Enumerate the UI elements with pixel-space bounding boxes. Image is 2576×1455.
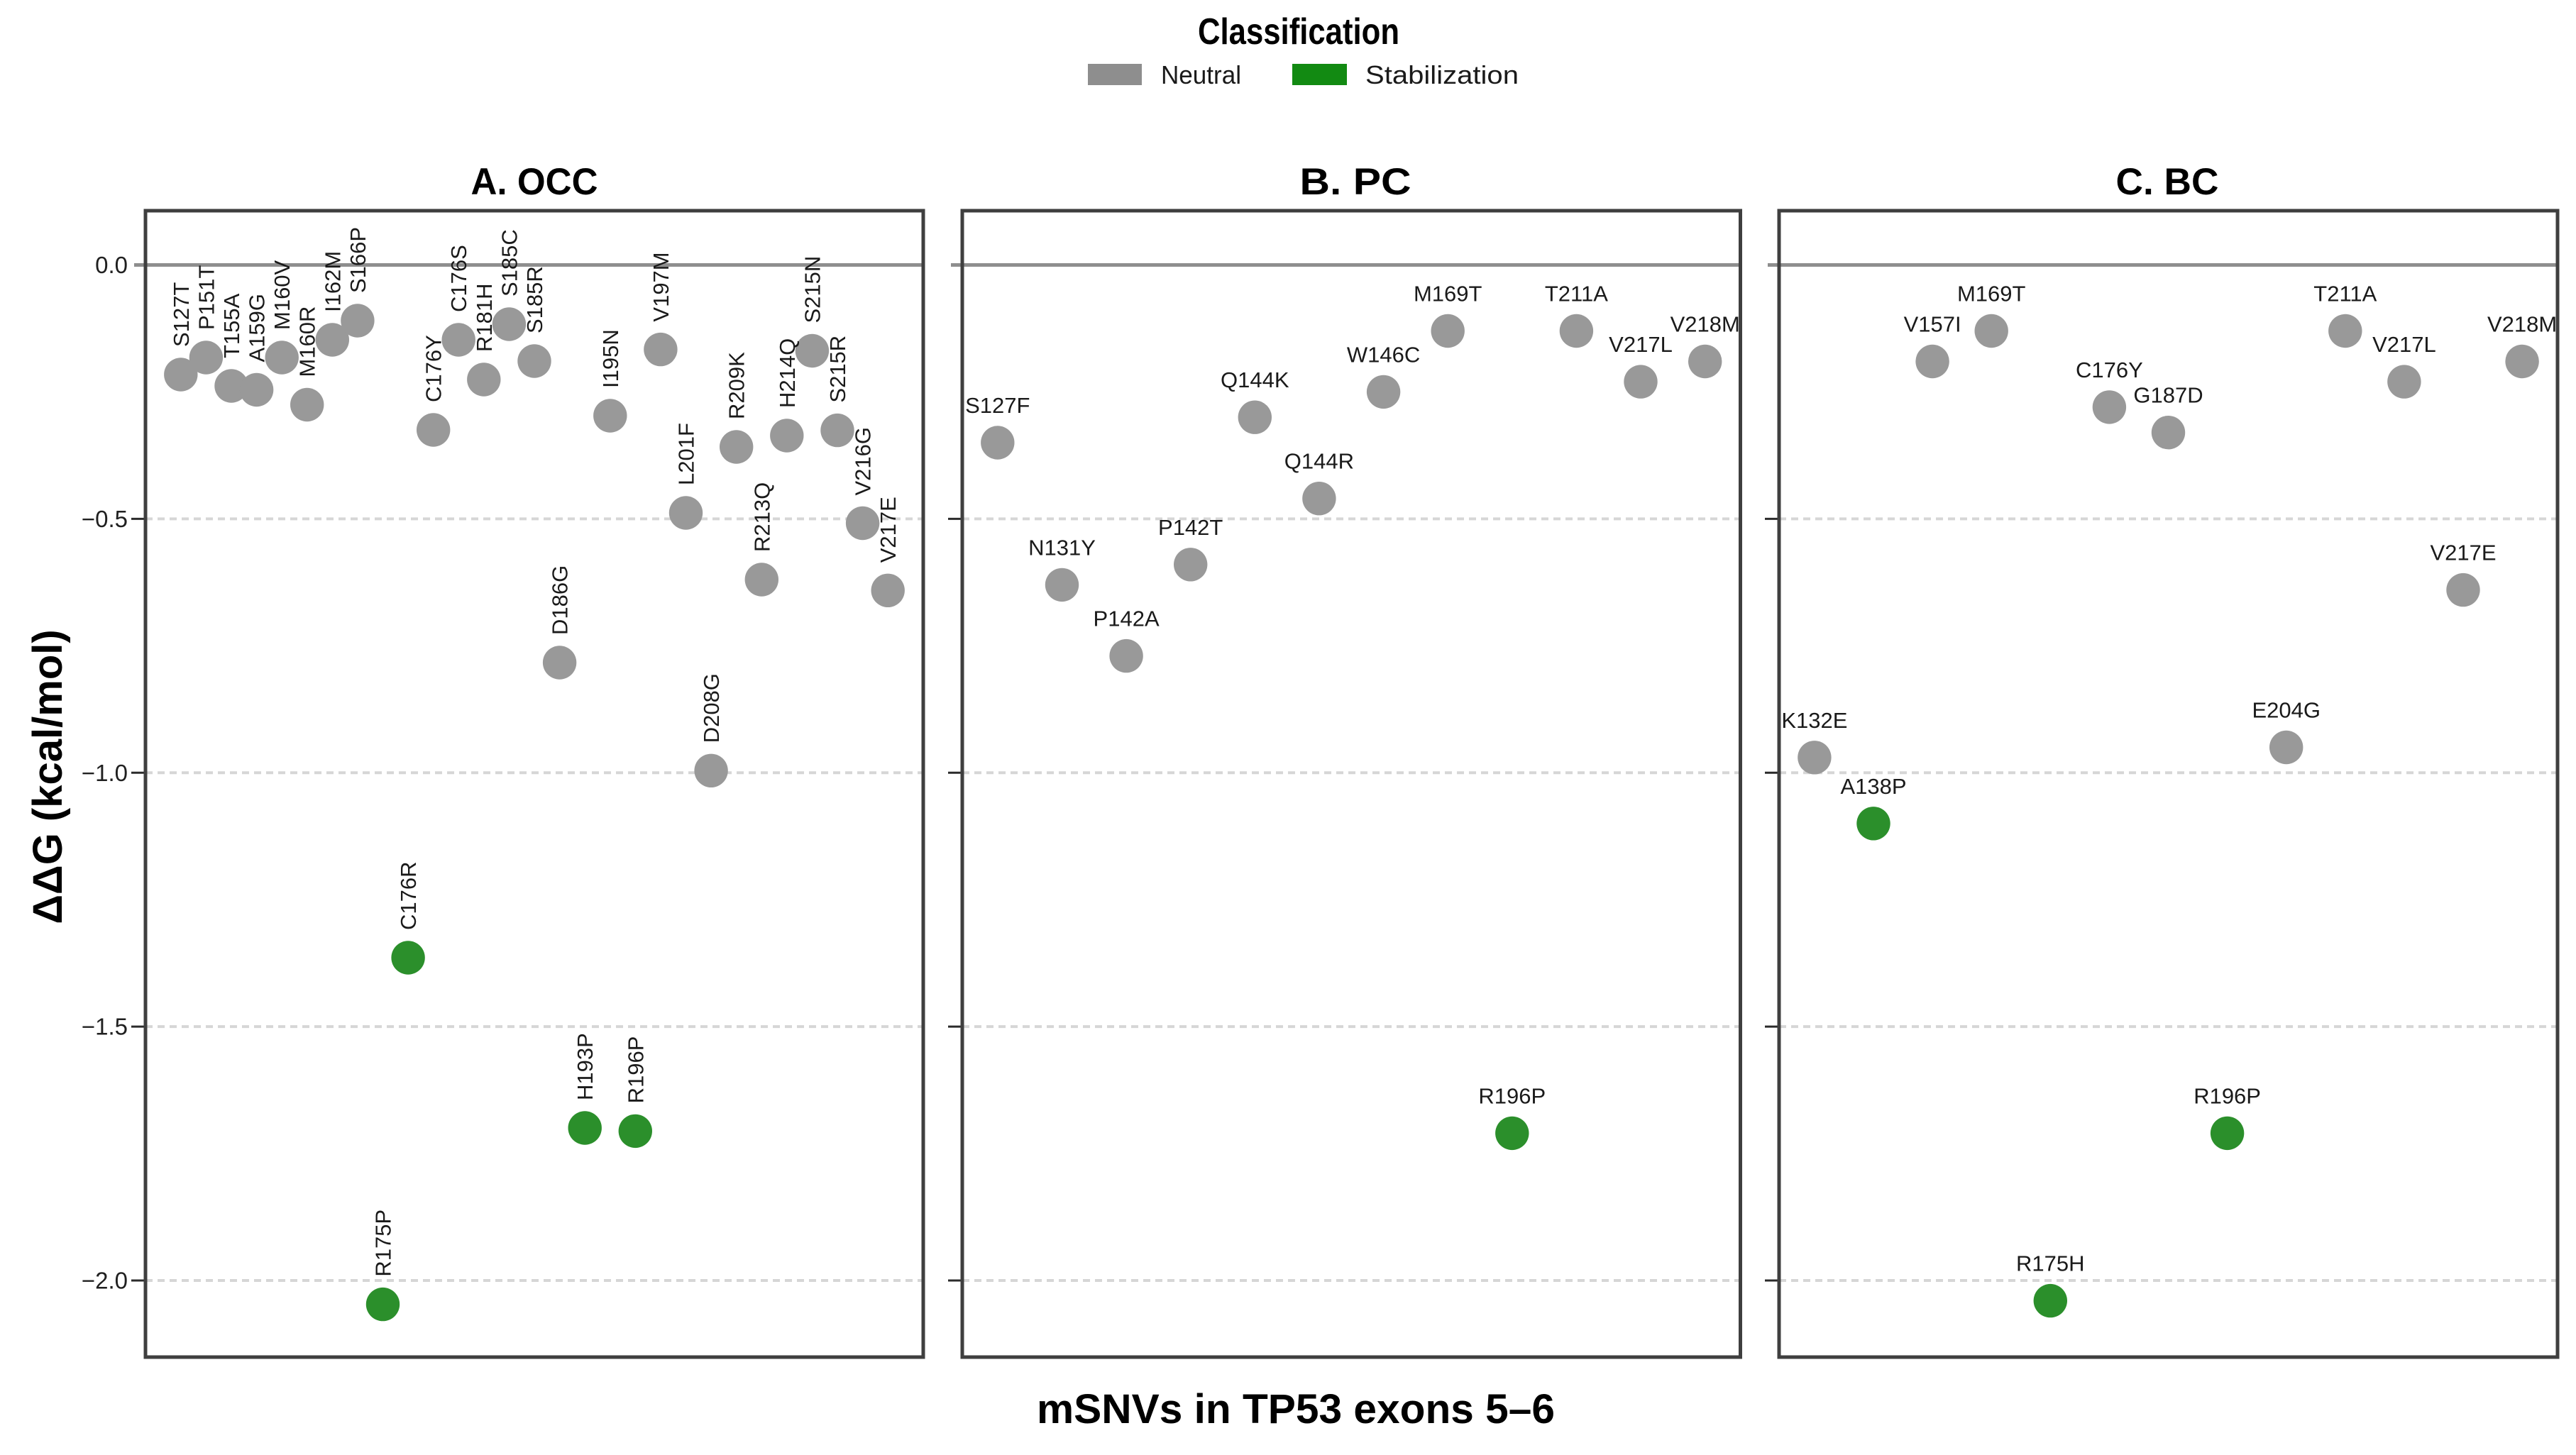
svg-text:−0.5: −0.5 (82, 506, 128, 532)
svg-text:V217L: V217L (1609, 332, 1673, 357)
svg-text:V218M: V218M (1670, 312, 1740, 337)
svg-text:D186G: D186G (548, 565, 573, 635)
svg-text:S166P: S166P (346, 227, 370, 293)
svg-text:H193P: H193P (573, 1033, 598, 1100)
svg-text:G187D: G187D (2133, 383, 2203, 408)
svg-text:D208G: D208G (699, 673, 724, 743)
svg-text:mSNVs in TP53 exons 5–6: mSNVs in TP53 exons 5–6 (1037, 1386, 1555, 1432)
svg-text:P151T: P151T (194, 265, 219, 330)
svg-text:P142T: P142T (1158, 515, 1223, 540)
svg-text:C176S: C176S (446, 245, 471, 312)
svg-text:Stabilization: Stabilization (1365, 60, 1519, 89)
svg-text:−2.0: −2.0 (82, 1268, 128, 1294)
svg-text:V197M: V197M (649, 252, 673, 321)
svg-text:V157I: V157I (1904, 312, 1961, 337)
svg-text:S215N: S215N (800, 256, 825, 323)
svg-text:T211A: T211A (1545, 282, 1608, 306)
svg-text:M160V: M160V (270, 260, 295, 330)
svg-text:C176Y: C176Y (422, 335, 446, 402)
svg-text:S127T: S127T (169, 282, 194, 347)
svg-text:R175H: R175H (2016, 1251, 2085, 1276)
svg-text:0.0: 0.0 (95, 252, 128, 278)
svg-text:Q144K: Q144K (1221, 367, 1289, 392)
svg-text:I162M: I162M (320, 251, 345, 312)
svg-text:R196P: R196P (2194, 1083, 2261, 1108)
svg-text:−1.5: −1.5 (82, 1014, 128, 1040)
svg-text:V216G: V216G (851, 427, 876, 496)
svg-text:S127F: S127F (965, 393, 1030, 418)
svg-text:I195N: I195N (598, 329, 623, 388)
svg-text:P142A: P142A (1094, 607, 1160, 631)
svg-text:R175P: R175P (371, 1210, 396, 1277)
svg-text:R181H: R181H (472, 284, 497, 353)
svg-text:M169T: M169T (1957, 282, 2026, 306)
svg-text:ΔΔG (kcal/mol): ΔΔG (kcal/mol) (25, 629, 71, 924)
svg-text:A. OCC: A. OCC (471, 161, 598, 203)
svg-text:V217E: V217E (876, 497, 901, 563)
svg-text:R196P: R196P (623, 1036, 648, 1104)
svg-text:W146C: W146C (1347, 342, 1420, 367)
svg-text:V217L: V217L (2372, 332, 2436, 357)
svg-text:S215R: S215R (825, 336, 850, 403)
svg-text:R196P: R196P (1478, 1083, 1546, 1108)
svg-text:V217E: V217E (2430, 541, 2496, 565)
svg-text:C176R: C176R (396, 862, 421, 931)
svg-text:A138P: A138P (1840, 774, 1906, 799)
svg-text:C176Y: C176Y (2076, 358, 2143, 382)
svg-text:Neutral: Neutral (1161, 60, 1241, 89)
svg-text:A159G: A159G (245, 294, 270, 363)
svg-text:T155A: T155A (219, 293, 244, 358)
svg-text:M169T: M169T (1414, 282, 1482, 306)
svg-text:S185R: S185R (522, 266, 547, 333)
svg-text:R213Q: R213Q (749, 482, 774, 552)
svg-text:M160R: M160R (295, 306, 320, 377)
svg-text:H214Q: H214Q (775, 338, 800, 408)
svg-text:E204G: E204G (2252, 698, 2321, 723)
svg-text:R209K: R209K (725, 352, 749, 419)
svg-text:B. PC: B. PC (1300, 161, 1411, 203)
svg-text:−1.0: −1.0 (82, 760, 128, 786)
svg-text:N131Y: N131Y (1028, 535, 1096, 560)
svg-text:T211A: T211A (2313, 282, 2377, 306)
svg-text:Q144R: Q144R (1284, 449, 1354, 474)
svg-text:S185C: S185C (497, 229, 522, 297)
svg-text:C. BC: C. BC (2116, 161, 2219, 203)
svg-text:K132E: K132E (1781, 708, 1847, 733)
svg-text:V218M: V218M (2487, 312, 2557, 337)
svg-text:Classification: Classification (1198, 11, 1399, 52)
svg-text:L201F: L201F (674, 423, 699, 485)
